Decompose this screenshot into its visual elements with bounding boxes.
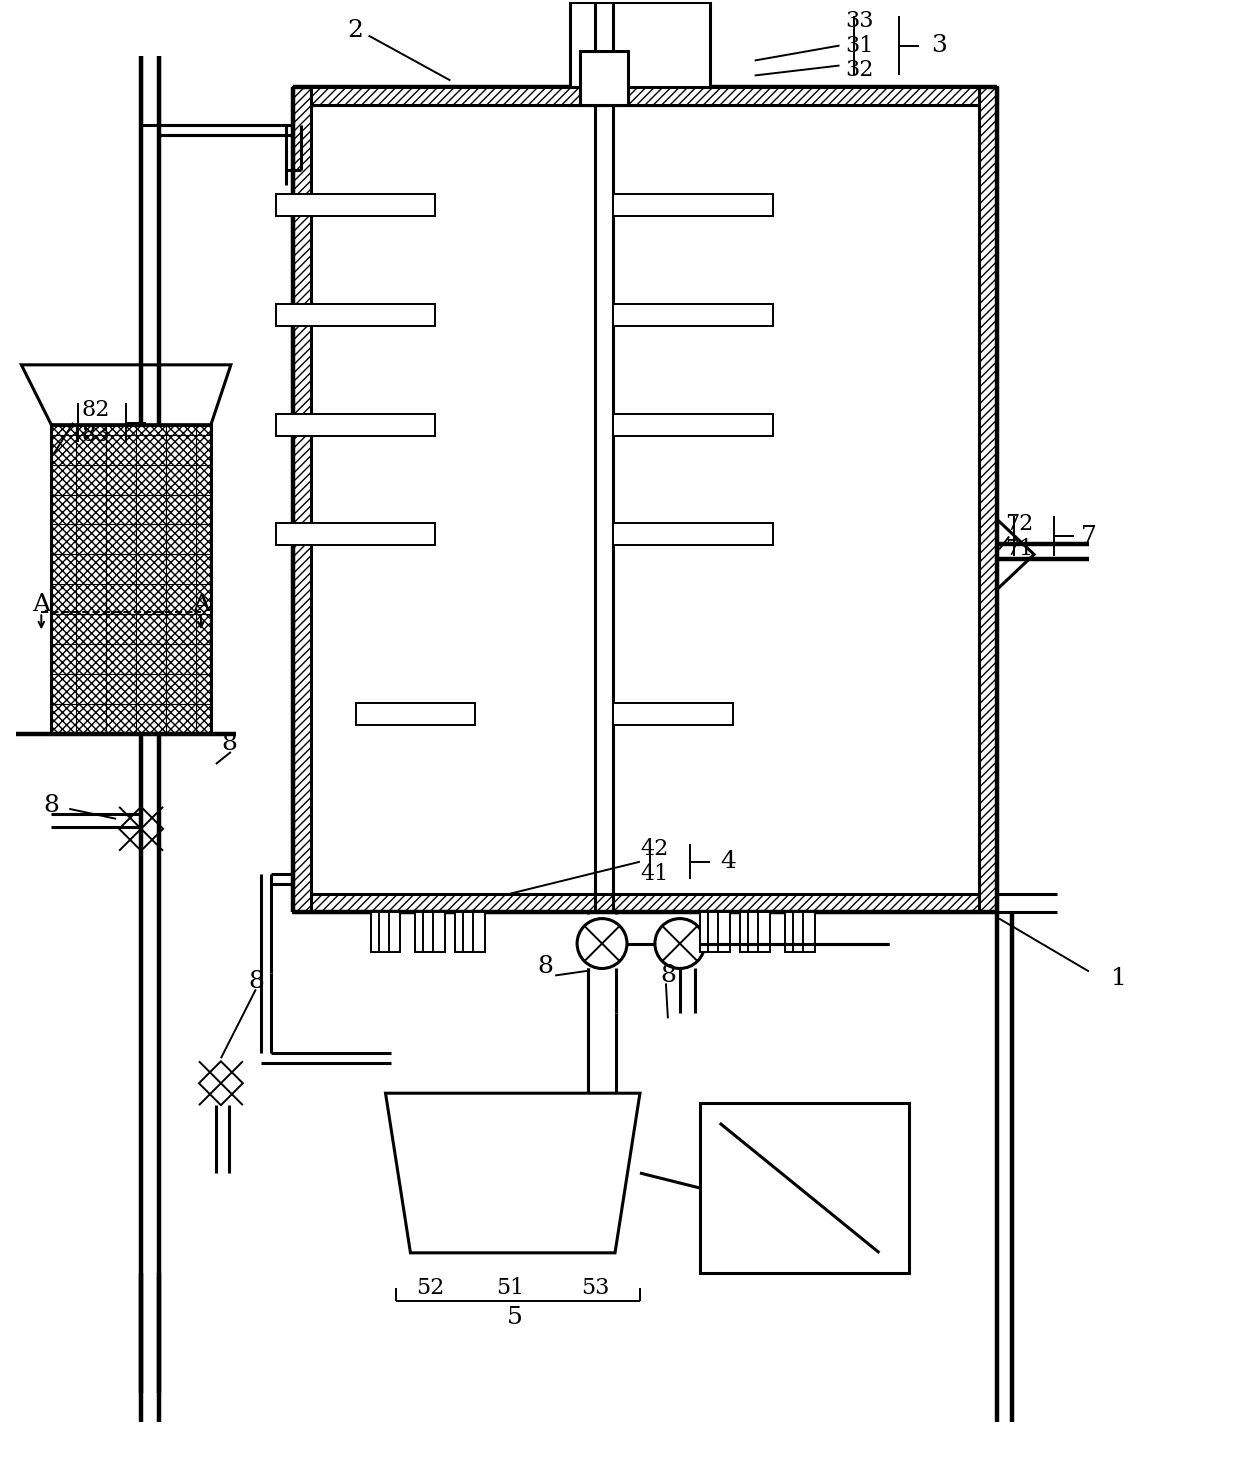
Text: 8: 8 <box>248 970 264 993</box>
Text: 5: 5 <box>507 1306 523 1330</box>
Text: 8: 8 <box>221 733 237 756</box>
Text: 72: 72 <box>1004 513 1033 535</box>
Bar <box>356 703 475 725</box>
Text: 1: 1 <box>1111 967 1127 991</box>
Bar <box>699 1103 909 1272</box>
Bar <box>275 523 435 545</box>
Bar <box>51 425 211 734</box>
Text: 8: 8 <box>537 955 553 977</box>
Text: 8: 8 <box>660 964 676 988</box>
Bar <box>613 304 773 326</box>
Bar <box>275 414 435 436</box>
Text: 3: 3 <box>931 34 947 57</box>
Text: 82: 82 <box>81 399 109 420</box>
Bar <box>415 911 445 952</box>
Text: 71: 71 <box>1004 538 1033 560</box>
Text: 41: 41 <box>641 862 670 884</box>
Bar <box>275 304 435 326</box>
Bar <box>293 87 311 911</box>
Bar <box>580 50 627 106</box>
Bar <box>699 911 730 952</box>
Text: 53: 53 <box>580 1276 609 1299</box>
Bar <box>455 911 485 952</box>
Text: 31: 31 <box>846 34 874 56</box>
Bar <box>613 195 773 217</box>
Bar <box>613 523 773 545</box>
Bar <box>293 87 997 106</box>
Text: 52: 52 <box>417 1276 445 1299</box>
Bar <box>613 703 733 725</box>
Text: 42: 42 <box>641 837 670 859</box>
Text: 51: 51 <box>496 1276 525 1299</box>
Bar <box>275 195 435 217</box>
Bar <box>311 87 980 106</box>
Text: 32: 32 <box>846 59 874 81</box>
Text: 4: 4 <box>720 850 735 873</box>
Text: A: A <box>192 593 210 616</box>
Bar <box>980 87 997 911</box>
Text: 83: 83 <box>81 423 109 445</box>
Bar <box>570 1 709 106</box>
Text: 7: 7 <box>1081 525 1097 548</box>
Bar <box>740 911 770 952</box>
Bar <box>613 414 773 436</box>
Text: A: A <box>32 593 51 616</box>
Text: 2: 2 <box>347 19 363 43</box>
Text: 33: 33 <box>846 10 874 31</box>
Bar <box>785 911 815 952</box>
Bar <box>51 425 211 734</box>
Bar <box>371 911 401 952</box>
Text: 8: 8 <box>43 794 60 818</box>
Bar <box>293 893 997 911</box>
